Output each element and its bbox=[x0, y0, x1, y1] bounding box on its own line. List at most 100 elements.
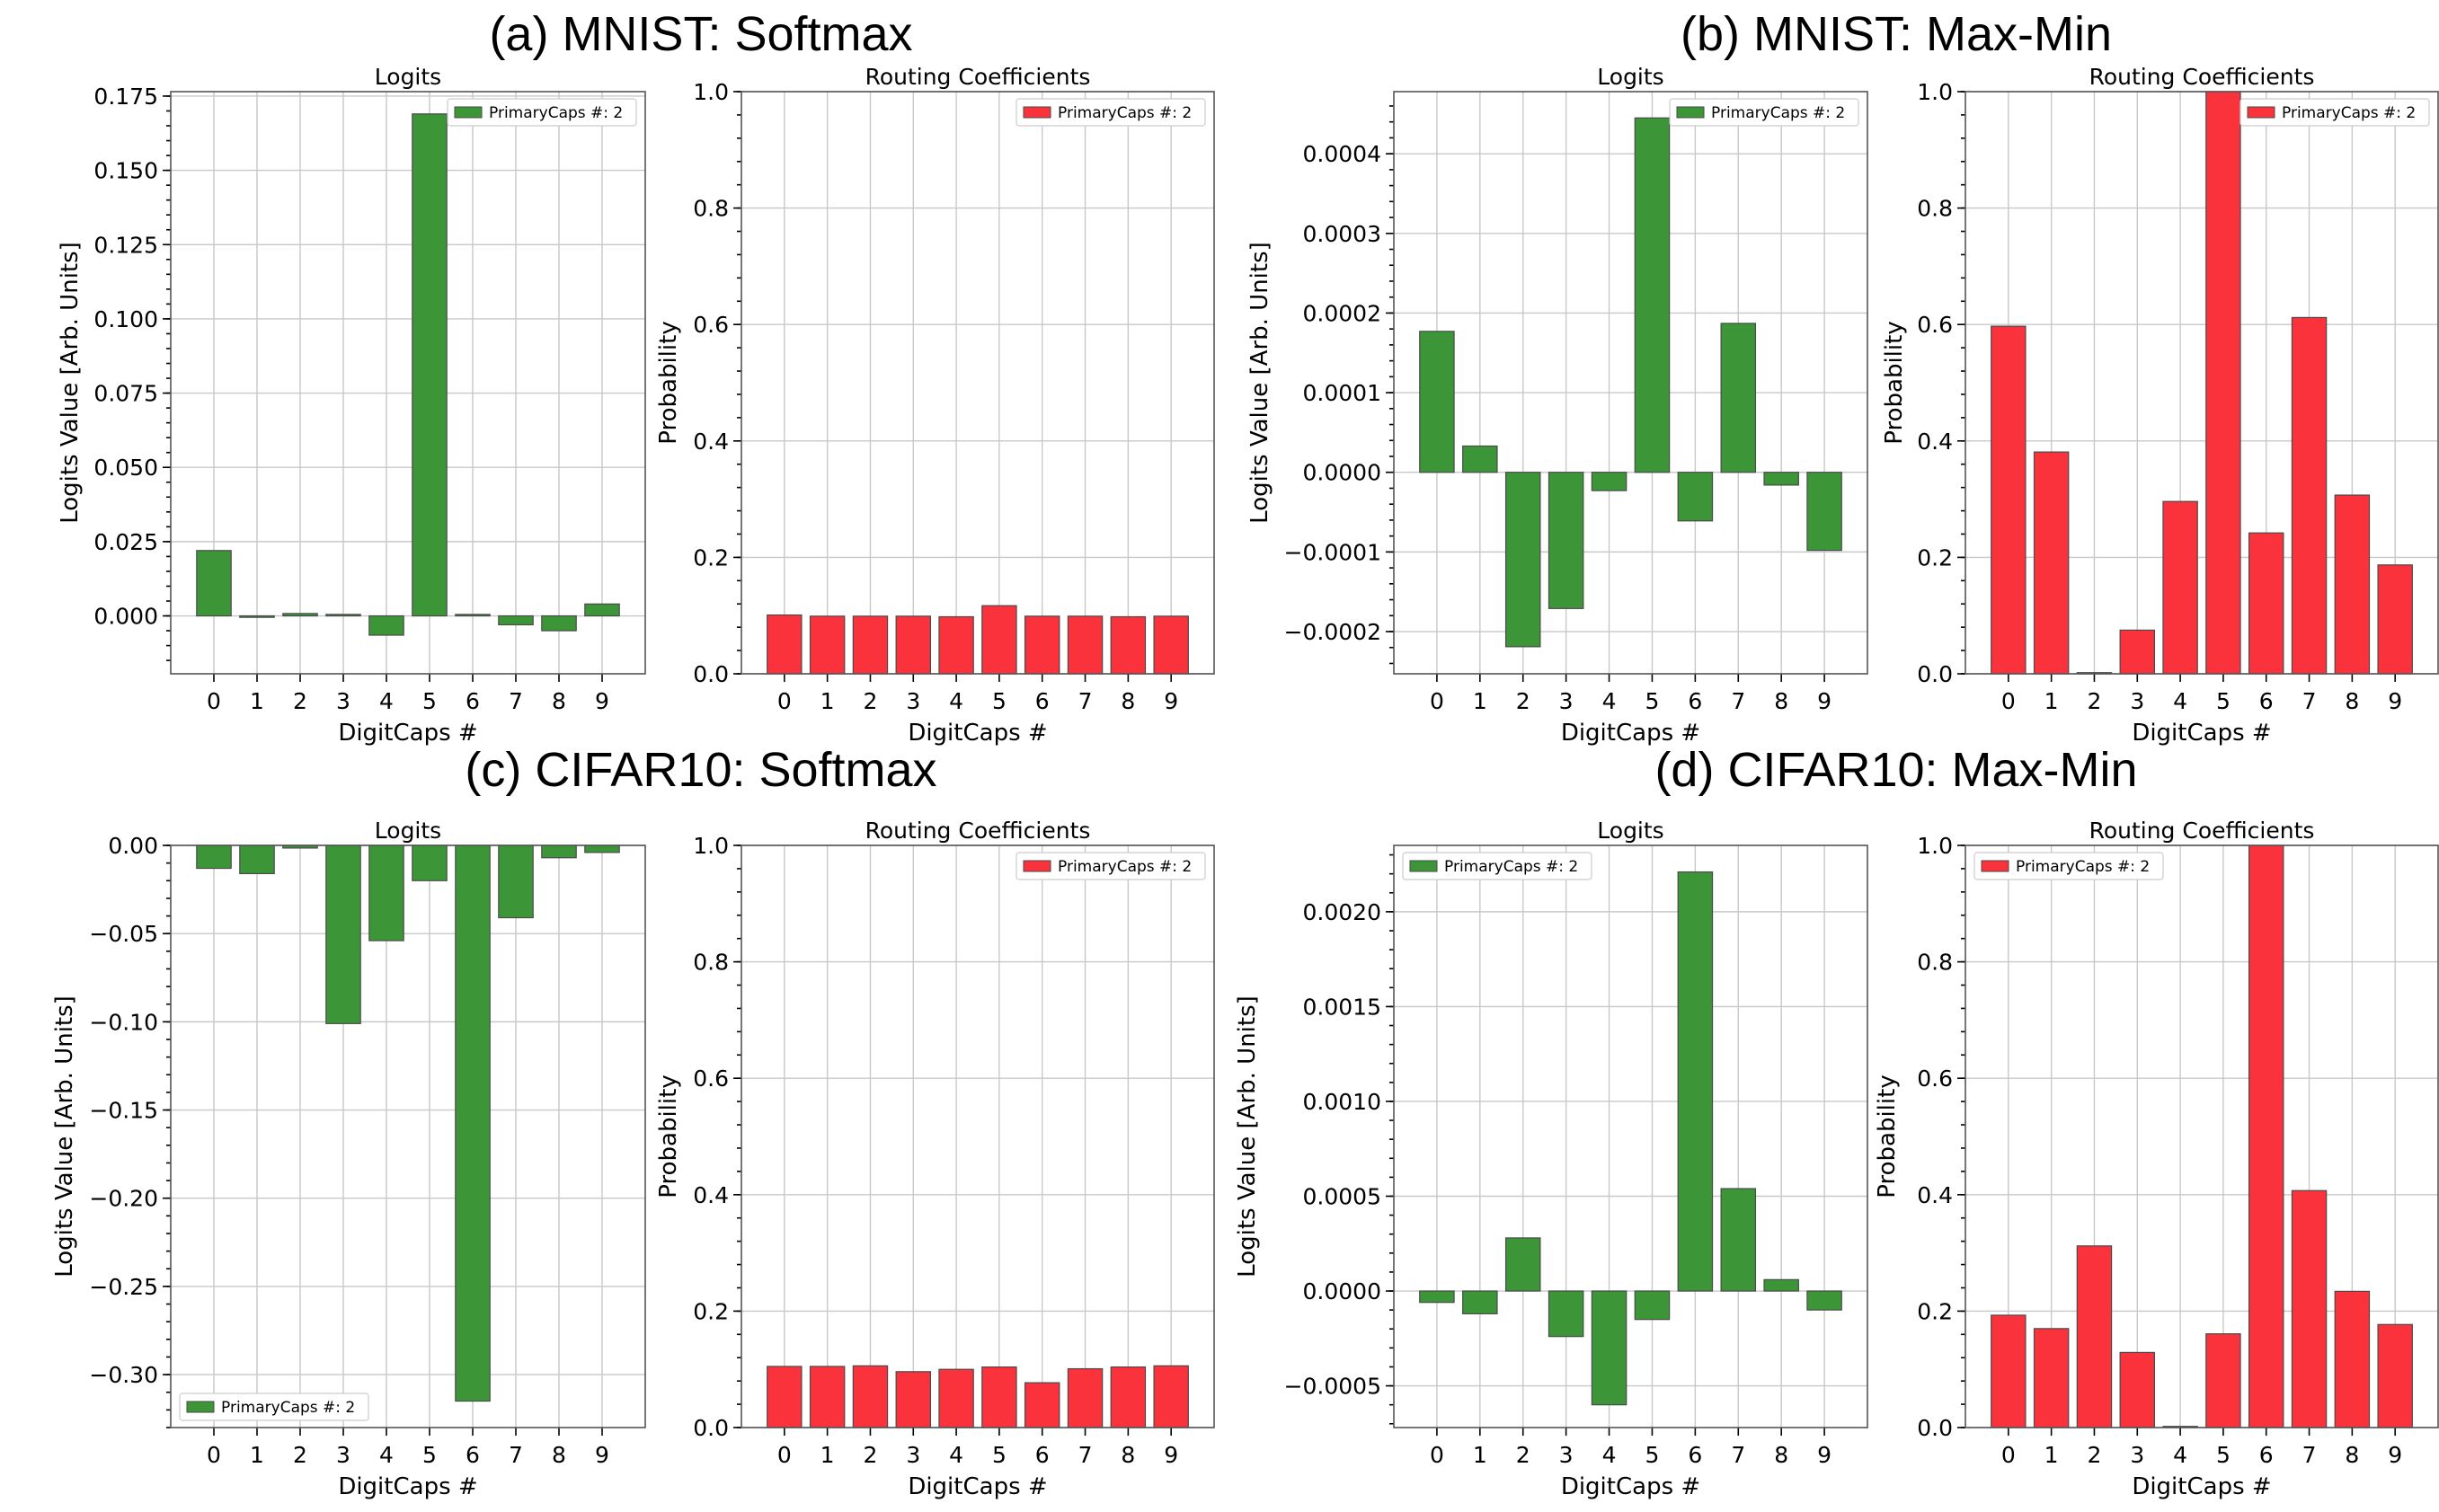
legend-label: PrimaryCaps #: 2 bbox=[489, 104, 623, 122]
x-tick-label: 7 bbox=[2302, 1442, 2317, 1468]
legend-swatch bbox=[186, 1401, 215, 1413]
legend-label: PrimaryCaps #: 2 bbox=[2282, 104, 2416, 122]
x-tick-label: 0 bbox=[777, 1442, 792, 1468]
subplot-title: Routing Coefficients bbox=[2089, 64, 2315, 90]
bar-2 bbox=[2076, 1245, 2113, 1428]
subplot-title: Logits bbox=[1597, 818, 1663, 844]
x-tick-label: 4 bbox=[379, 688, 394, 714]
bar-5 bbox=[1634, 1290, 1671, 1321]
bar-2 bbox=[852, 1365, 889, 1428]
bar-1 bbox=[2033, 1328, 2070, 1428]
charts-layer: 0.0000.0250.0500.0750.1000.1250.1500.175… bbox=[51, 64, 2439, 1500]
bar-7 bbox=[498, 844, 534, 919]
legend-box bbox=[1669, 98, 1859, 127]
x-tick-label: 3 bbox=[336, 688, 350, 714]
plot-frame bbox=[1965, 91, 2439, 675]
legend-label: PrimaryCaps #: 2 bbox=[1711, 104, 1845, 122]
bar-7 bbox=[1067, 1367, 1104, 1428]
x-tick-label: 5 bbox=[2216, 1442, 2231, 1468]
bar-1 bbox=[239, 844, 275, 875]
subplot-title: Logits bbox=[375, 64, 441, 90]
bar-7 bbox=[2291, 316, 2328, 675]
x-tick-label: 5 bbox=[422, 1442, 437, 1468]
y-tick-label: 0.6 bbox=[1917, 312, 1953, 338]
x-tick-label: 3 bbox=[906, 1442, 920, 1468]
x-tick-label: 6 bbox=[1035, 1442, 1050, 1468]
bar-4 bbox=[1591, 472, 1627, 491]
chart-1: 0.0 0.2 0.4 0.6 0.8 1.0 0 1 2 3 4 5 6 7 8 9 Routing Coef… bbox=[655, 64, 1215, 747]
bar-5 bbox=[412, 844, 448, 881]
bar-6 bbox=[455, 614, 491, 617]
legend: PrimaryCaps #: 2 bbox=[1402, 852, 1592, 880]
x-tick-label: 0 bbox=[2001, 688, 2016, 714]
y-tick-label: 0.0000 bbox=[1303, 1278, 1381, 1304]
x-tick-label: 2 bbox=[864, 1442, 878, 1468]
y-axis-label: Probability bbox=[1881, 321, 1908, 444]
y-tick-label: 0.0015 bbox=[1303, 994, 1381, 1020]
x-axis-label: DigitCaps # bbox=[338, 720, 477, 747]
y-axis-label: Logits Value [Arb. Units] bbox=[1234, 995, 1261, 1278]
legend: PrimaryCaps #: 2 bbox=[447, 98, 637, 127]
x-tick-label: 6 bbox=[1688, 688, 1702, 714]
bar-4 bbox=[368, 844, 404, 942]
x-tick-label: 0 bbox=[1430, 1442, 1444, 1468]
y-tick-label: 0.0 bbox=[693, 661, 729, 687]
x-tick-label: 2 bbox=[2088, 688, 2102, 714]
bar-2 bbox=[852, 615, 889, 675]
bar-5 bbox=[981, 605, 1017, 675]
x-tick-label: 7 bbox=[509, 688, 523, 714]
bar-6 bbox=[1024, 1382, 1060, 1428]
x-tick-label: 1 bbox=[1473, 688, 1487, 714]
y-tick-label: 0.125 bbox=[93, 232, 158, 258]
subplot-title: Routing Coefficients bbox=[2089, 818, 2315, 844]
y-tick-label: −0.10 bbox=[89, 1009, 158, 1035]
bar-0 bbox=[767, 1366, 803, 1428]
x-axis-label: DigitCaps # bbox=[1561, 720, 1700, 747]
bar-1 bbox=[239, 615, 275, 618]
bar-9 bbox=[1153, 1365, 1189, 1428]
bar-6 bbox=[2248, 844, 2284, 1428]
bar-2 bbox=[282, 613, 318, 617]
legend: PrimaryCaps #: 2 bbox=[1016, 852, 1206, 880]
bar-5 bbox=[2205, 1333, 2241, 1428]
plot-frame bbox=[170, 91, 646, 675]
subplot-title: Logits bbox=[375, 818, 441, 844]
x-tick-label: 7 bbox=[1078, 688, 1093, 714]
x-tick-label: 9 bbox=[2388, 688, 2402, 714]
x-tick-label: 9 bbox=[1164, 1442, 1178, 1468]
y-tick-label: −0.25 bbox=[89, 1274, 158, 1300]
bar-0 bbox=[196, 550, 232, 617]
bar-8 bbox=[1763, 1278, 1799, 1292]
x-tick-label: 9 bbox=[2388, 1442, 2402, 1468]
y-tick-label: 1.0 bbox=[693, 833, 729, 859]
plot-frame bbox=[741, 844, 1215, 1428]
x-tick-label: 2 bbox=[864, 688, 878, 714]
x-tick-label: 8 bbox=[552, 688, 566, 714]
legend-label: PrimaryCaps #: 2 bbox=[1058, 858, 1192, 876]
y-tick-label: 1.0 bbox=[1917, 833, 1953, 859]
x-tick-label: 6 bbox=[1688, 1442, 1702, 1468]
x-tick-label: 8 bbox=[1774, 1442, 1788, 1468]
y-tick-label: 0.0 bbox=[693, 1415, 729, 1441]
chart-6: −0.0005 0.0000 0.0005 0.0010 0.0015 0.0020 0 1 2… bbox=[1234, 818, 1868, 1500]
y-axis-label: Probability bbox=[655, 1074, 682, 1198]
bar-9 bbox=[1806, 1290, 1842, 1311]
legend-swatch bbox=[1023, 860, 1051, 872]
bar-3 bbox=[895, 1371, 931, 1428]
bar-5 bbox=[2205, 91, 2241, 675]
legend-swatch bbox=[454, 106, 483, 119]
bar-8 bbox=[1763, 472, 1799, 486]
y-tick-label: 0.4 bbox=[1917, 1182, 1953, 1208]
x-tick-label: 0 bbox=[207, 688, 221, 714]
y-tick-label: 0.0002 bbox=[1303, 300, 1381, 326]
y-tick-label: 0.175 bbox=[93, 84, 158, 110]
x-tick-label: 6 bbox=[2259, 688, 2274, 714]
bar-6 bbox=[1024, 615, 1060, 675]
bar-3 bbox=[2119, 1351, 2156, 1428]
bar-4 bbox=[938, 1368, 974, 1428]
bar-3 bbox=[2119, 629, 2156, 675]
y-tick-label: 0.4 bbox=[1917, 429, 1953, 455]
legend-box bbox=[1016, 98, 1206, 127]
y-tick-label: 0.150 bbox=[93, 158, 158, 184]
